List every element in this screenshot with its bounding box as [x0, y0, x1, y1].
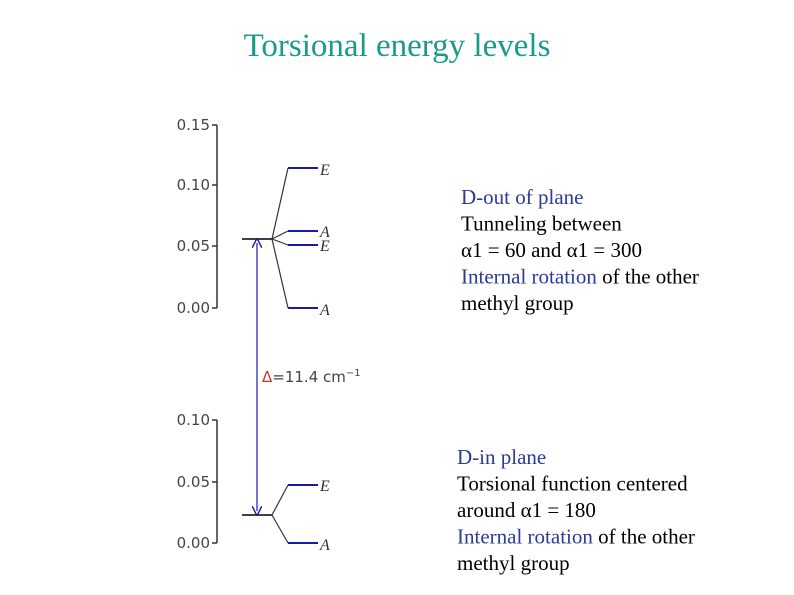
text-run: methyl group [461, 291, 574, 315]
text-run: of the other [597, 265, 699, 289]
splitting-value: =11.4 cm [272, 368, 346, 386]
text-run: around α1 = 180 [457, 498, 596, 522]
delta: Δ [262, 368, 273, 386]
text-line: α1 = 60 and α1 = 300 [461, 238, 642, 262]
text-line: D-out of plane [461, 185, 583, 209]
text-line: methyl group [457, 551, 570, 575]
level-label: A [319, 537, 330, 554]
text-line: Internal rotation of the other [457, 525, 695, 549]
text-run: Internal rotation [461, 265, 597, 289]
text-run: Internal rotation [457, 525, 593, 549]
tick-label: 0.10 [177, 176, 210, 194]
tick-label: 0.15 [177, 116, 210, 134]
level-label: A [319, 302, 330, 319]
text-line: around α1 = 180 [457, 498, 596, 522]
text-run: D-out of plane [461, 185, 583, 209]
level-label: E [319, 162, 330, 179]
level-label: A [319, 224, 330, 241]
text-line: Internal rotation of the other [461, 265, 699, 289]
text-run: Torsional function centered [457, 472, 688, 496]
tick-label: 0.05 [177, 473, 210, 491]
text-run: D-in plane [457, 445, 546, 469]
tick-label: 0.00 [177, 534, 210, 552]
text-run: Tunneling between [461, 212, 622, 236]
tick-label: 0.00 [177, 299, 210, 317]
level-label: E [319, 478, 330, 495]
text-run: of the other [593, 525, 695, 549]
tick-label: 0.10 [177, 411, 210, 429]
text-run: α1 = 60 and α1 = 300 [461, 238, 642, 262]
text-line: Tunneling between [461, 212, 622, 236]
text-run: methyl group [457, 551, 570, 575]
level-label: E [319, 238, 330, 255]
text-line: methyl group [461, 291, 574, 315]
tick-label: 0.05 [177, 237, 210, 255]
text-line: Torsional function centered [457, 472, 688, 496]
splitting-label: Δ=11.4 cm−1 [262, 368, 361, 386]
upper-branches [271, 167, 318, 309]
title: Torsional energy levels [244, 28, 551, 64]
lower-branches [271, 484, 318, 544]
text-line: D-in plane [457, 445, 546, 469]
exponent: −1 [346, 368, 361, 379]
